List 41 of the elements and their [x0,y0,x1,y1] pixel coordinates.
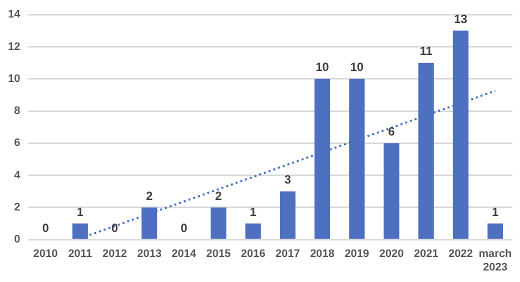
x-tick-label: 2021 [414,248,438,260]
data-label: 11 [420,44,433,58]
bar [280,191,296,239]
data-label: 13 [454,12,468,26]
bar [384,143,400,239]
x-tick-label: 2011 [68,248,92,260]
data-label: 10 [350,60,364,74]
x-tick-label: 2022 [448,248,473,260]
y-tick-label: 2 [14,201,20,214]
bar [487,224,504,239]
bar [210,207,226,239]
data-label: 1 [250,204,257,219]
data-label: 6 [388,124,396,138]
data-label: 0 [42,220,50,235]
y-tick-label: 6 [14,137,20,150]
data-label: 0 [111,220,118,235]
y-tick-label: 12 [8,40,20,53]
x-tick-label: 2013 [137,248,162,260]
x-tick-label: 2018 [310,248,335,260]
y-tick-label: 4 [14,169,22,182]
data-label: 2 [146,188,153,203]
data-label: 2 [215,188,222,203]
data-label: 0 [180,220,188,235]
x-tick-label: 2020 [379,248,404,260]
x-tick-label: 2012 [102,248,127,260]
y-tick-label: 14 [8,8,22,21]
data-label: 10 [316,60,330,74]
x-tick-label: march 2023 [478,248,512,274]
data-label: 1 [492,204,499,219]
y-tick-label: 8 [14,105,20,118]
x-tick-label: 2015 [206,248,231,260]
y-tick-label: 10 [8,72,20,85]
x-tick-label: 2016 [240,248,266,260]
x-tick-label: 2017 [275,248,300,260]
y-tick-label: 0 [14,234,20,246]
bar [245,224,261,239]
data-label: 3 [284,172,292,187]
x-tick-label: 2010 [33,248,58,260]
x-tick-label: 2019 [344,248,370,260]
x-tick-label: 2014 [172,248,198,260]
data-label: 1 [76,204,84,219]
